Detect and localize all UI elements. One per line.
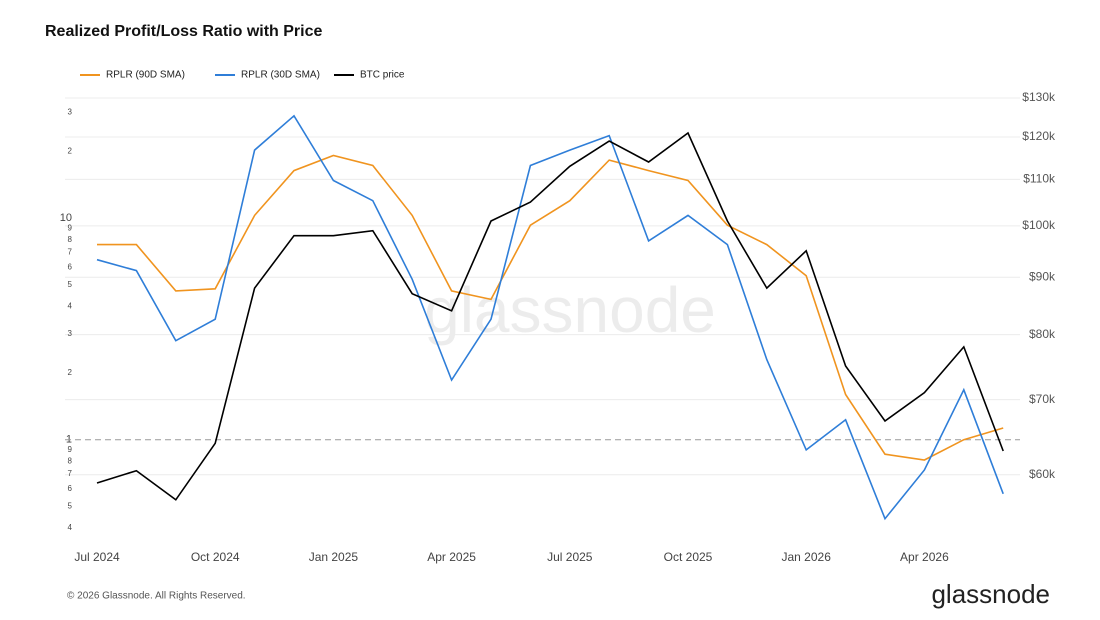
x-tick-label: Oct 2024 [191,550,240,564]
y-tick-label: 8 [68,235,73,244]
x-tick-label: Jan 2026 [782,550,832,564]
series-line [96,114,1004,521]
y2-tick-label: $70k [1029,392,1056,406]
y2-tick-label: $100k [1022,218,1056,232]
y2-tick-label: $130k [1022,90,1056,104]
x-tick-label: Jul 2025 [547,550,593,564]
x-tick-label: Oct 2025 [664,550,713,564]
y-tick-label: 9 [68,445,73,454]
y-tick-label: 2 [68,147,73,156]
x-tick-label: Jul 2024 [74,550,120,564]
y-tick-label: 5 [68,280,73,289]
y-tick-label: 3 [68,329,73,338]
y2-tick-label: $110k [1023,172,1056,186]
y-tick-label: 9 [68,223,73,232]
x-tick-label: Jan 2025 [309,550,359,564]
series-line [96,131,1004,501]
y-tick-label: 6 [68,484,73,493]
y2-tick-label: $120k [1022,129,1056,143]
legend-label: RPLR (90D SMA) [106,70,185,81]
legend-label: BTC price [360,70,405,81]
y-tick-label: 2 [68,368,73,377]
y-tick-label: 6 [68,262,73,271]
watermark: glassnode [424,274,716,346]
y-tick-label: 10 [60,212,72,224]
chart-title: Realized Profit/Loss Ratio with Price [45,23,322,40]
y-tick-label: 3 [68,108,73,117]
y-tick-label: 8 [68,456,73,465]
y-tick-label: 4 [68,523,73,532]
logo: glassnode [931,579,1050,609]
footer: © 2026 Glassnode. All Rights Reserved. [67,591,246,602]
legend-label: RPLR (30D SMA) [241,70,320,81]
y-tick-label: 7 [68,248,73,257]
y-tick-label: 5 [68,502,73,511]
y2-tick-label: $90k [1029,269,1056,283]
series-line [97,154,1004,461]
y-tick-label: 4 [68,301,73,310]
x-tick-label: Apr 2026 [900,550,949,564]
y2-tick-label: $60k [1029,467,1056,481]
x-tick-label: Apr 2025 [427,550,476,564]
y2-tick-label: $80k [1029,327,1056,341]
y-tick-label: 7 [68,469,73,478]
